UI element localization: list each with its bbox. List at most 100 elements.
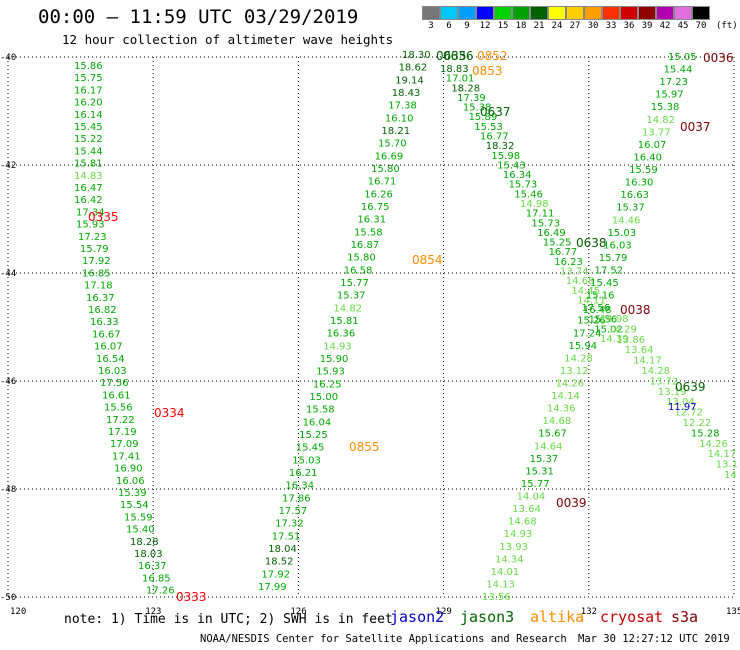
legend-swatch bbox=[548, 6, 566, 20]
data-point: 16.87 bbox=[351, 240, 380, 251]
data-point: 15.31 bbox=[525, 466, 554, 477]
data-point: 14.68 bbox=[543, 416, 572, 427]
data-point: 15.77 bbox=[521, 479, 550, 490]
data-point: 16.20 bbox=[74, 98, 103, 109]
data-point: 16.63 bbox=[620, 190, 649, 201]
legend-tick-label: 42 bbox=[659, 21, 671, 31]
data-point: 18.32 bbox=[486, 141, 515, 152]
data-point: 15.03 bbox=[292, 455, 321, 466]
data-point: 15.37 bbox=[616, 203, 645, 214]
pass-time-label: 0854 bbox=[412, 253, 443, 267]
data-point: 15.44 bbox=[664, 65, 693, 76]
data-point: 17.92 bbox=[82, 256, 111, 267]
pass-time-label: 0637 bbox=[480, 105, 511, 119]
pass-time-label: 11.97 bbox=[668, 402, 697, 413]
x-tick-label: 135 bbox=[726, 607, 740, 617]
data-point: 16.69 bbox=[375, 151, 404, 162]
data-point: 17.39 bbox=[457, 93, 486, 104]
data-point: 16.34 bbox=[503, 170, 532, 181]
data-point: 18.43 bbox=[392, 88, 421, 99]
data-point: 15.81 bbox=[74, 159, 103, 170]
data-point: 15.86 bbox=[74, 61, 103, 72]
data-point: 14.68 bbox=[508, 517, 537, 528]
data-point: 12.72 bbox=[674, 408, 703, 419]
data-point: 16.36 bbox=[327, 329, 356, 340]
data-point: 16.03 bbox=[603, 240, 632, 251]
data-point: 14.39 bbox=[600, 334, 629, 345]
data-point: 16.26 bbox=[364, 189, 393, 200]
data-point: 14.26 bbox=[556, 379, 585, 390]
data-point: 15.53 bbox=[474, 122, 503, 133]
legend-unit: (ft) bbox=[716, 21, 738, 31]
y-tick-label: -50 bbox=[0, 593, 16, 603]
legend-tick-label: 15 bbox=[497, 21, 509, 31]
data-point: 17.26 bbox=[146, 586, 175, 597]
legend-swatch bbox=[440, 6, 458, 20]
data-point: 15.38 bbox=[651, 102, 680, 113]
legend-swatch bbox=[602, 6, 620, 20]
data-point: 15.89 bbox=[469, 112, 498, 123]
data-point: 15.59 bbox=[629, 165, 658, 176]
sat-label-cryosat: cryosat bbox=[600, 608, 664, 626]
data-point: 16.85 bbox=[142, 573, 171, 584]
data-point: 14 bbox=[724, 470, 737, 481]
data-point: 17.32 bbox=[275, 519, 304, 530]
data-point: 14.04 bbox=[517, 492, 546, 503]
data-point: 14.28 bbox=[641, 366, 670, 377]
legend-swatch bbox=[674, 6, 692, 20]
data-point: 16.75 bbox=[361, 202, 390, 213]
data-point: 16.49 bbox=[537, 228, 566, 239]
y-tick-label: -48 bbox=[0, 485, 16, 495]
data-point: 16.61 bbox=[102, 390, 131, 401]
data-point: 14.45 bbox=[571, 286, 600, 297]
data-point: 15.93 bbox=[76, 220, 105, 231]
data-point: 14.82 bbox=[646, 115, 675, 126]
pass-time-label: 0039 bbox=[556, 496, 587, 510]
data-point: 14.98 bbox=[520, 199, 549, 210]
data-point: 17.92 bbox=[261, 569, 290, 580]
data-point: 15.80 bbox=[371, 164, 400, 175]
data-point: 15.16 bbox=[586, 291, 615, 302]
data-point: 16.37 bbox=[86, 293, 115, 304]
data-point: 13.1 bbox=[716, 460, 738, 471]
data-point: 14.17 bbox=[633, 356, 662, 367]
legend-swatch bbox=[512, 6, 530, 20]
sat-label-jason3: jason3 bbox=[460, 608, 515, 626]
data-point: 15.37 bbox=[530, 454, 559, 465]
data-point: 16.33 bbox=[90, 317, 119, 328]
data-point: 16.85 bbox=[82, 268, 111, 279]
data-point: 15.81 bbox=[330, 316, 359, 327]
data-point: 17.41 bbox=[112, 451, 141, 462]
data-point: 15.59 bbox=[124, 512, 153, 523]
data-point: 15.77 bbox=[340, 278, 369, 289]
data-point: 16.07 bbox=[94, 342, 123, 353]
data-point: 17.56 bbox=[100, 378, 129, 389]
data-point: 17.19 bbox=[108, 427, 137, 438]
data-point: 13.72 bbox=[650, 376, 679, 387]
pass-time-label: 0639 bbox=[675, 380, 706, 394]
data-point: 16.71 bbox=[368, 177, 397, 188]
sat-label-s3a: s3a bbox=[671, 608, 699, 626]
data-point: 17.01 bbox=[446, 74, 475, 85]
data-point: 14.17 bbox=[707, 449, 736, 460]
pass-time-label: 0853 bbox=[472, 64, 503, 78]
data-point: 14.82 bbox=[333, 303, 362, 314]
pass-time-label: 0037 bbox=[680, 120, 711, 134]
data-point: 14.34 bbox=[495, 554, 524, 565]
data-point: 15.45 bbox=[296, 443, 325, 454]
data-point: 17.11 bbox=[526, 209, 555, 220]
data-point: 13.74 bbox=[560, 267, 589, 278]
data-point: 16.37 bbox=[138, 561, 167, 572]
data-point: 15.39 bbox=[118, 488, 147, 499]
data-point: 14.28 bbox=[564, 353, 593, 364]
data-point: 13.64 bbox=[512, 504, 541, 515]
data-point: 17.38 bbox=[388, 101, 417, 112]
data-point: 15.75 bbox=[74, 73, 103, 84]
data-point: 16.03 bbox=[98, 366, 127, 377]
data-point: 13.93 bbox=[499, 542, 528, 553]
data-point: 14.64 bbox=[534, 441, 563, 452]
data-point: 16.07 bbox=[638, 140, 667, 151]
data-point: 17.99 bbox=[258, 582, 287, 593]
data-point: 15.79 bbox=[80, 244, 109, 255]
data-point: 17.22 bbox=[106, 415, 135, 426]
